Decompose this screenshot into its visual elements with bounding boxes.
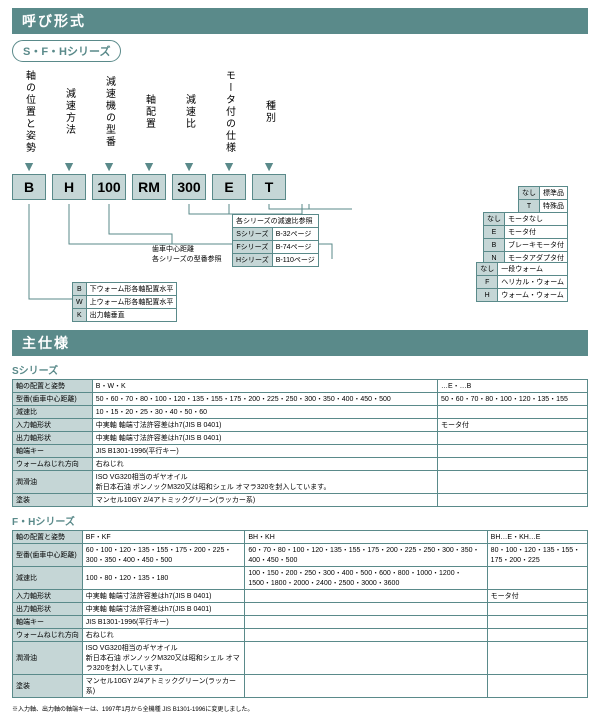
s-spec-table: 軸の配置と姿勢B・W・K…E・…B型番(歯車中心距離)50・60・70・80・1… [12,379,588,507]
s-series-label: Sシリーズ [12,362,588,377]
code-box: E [212,174,246,200]
code-box: T [252,174,286,200]
code-box: 300 [172,174,206,200]
legend-pos: B下ウォーム形各軸配置水平W上ウォーム形各軸配置水平K出力軸垂直 [72,282,177,322]
code-box: 100 [92,174,126,200]
legend-series-note: 歯車中心距離 各シリーズの型番参照 [152,244,232,264]
series-oval: S・F・Hシリーズ [12,40,121,62]
column-headers: 軸の位置と姿勢▼B減速方法▼H減速機の型番▼100軸配置▼RM減速比▼300モー… [12,68,588,200]
code-box: B [12,174,46,200]
legend-type: なし標準品T特殊品 [518,186,568,213]
title-1: 呼び形式 [12,8,588,34]
legend-motor: なしモータなしEモータ付Bブレーキモータ付Nモータアダプタ付 [483,212,568,265]
diagram-area: なし標準品T特殊品 なしモータなしEモータ付Bブレーキモータ付Nモータアダプタ付… [12,204,588,324]
legend-ratio: 各シリーズの減速比参照SシリーズB-32ページFシリーズB-74ページHシリーズ… [232,214,319,267]
footnote: ※入力軸、出力軸の軸端キーは、1997年1月から全機種 JIS B1301-19… [12,704,588,713]
fh-spec-table: 軸の配置と姿勢BF・KFBH・KHBH…E・KH…E型番(歯車中心距離)60・1… [12,530,588,698]
fh-series-label: F・Hシリーズ [12,513,588,528]
legend-method: なし一段ウォームFヘリカル・ウォームHウォーム・ウォーム [476,262,568,302]
title-2: 主仕様 [12,330,588,356]
code-box: RM [132,174,166,200]
code-box: H [52,174,86,200]
